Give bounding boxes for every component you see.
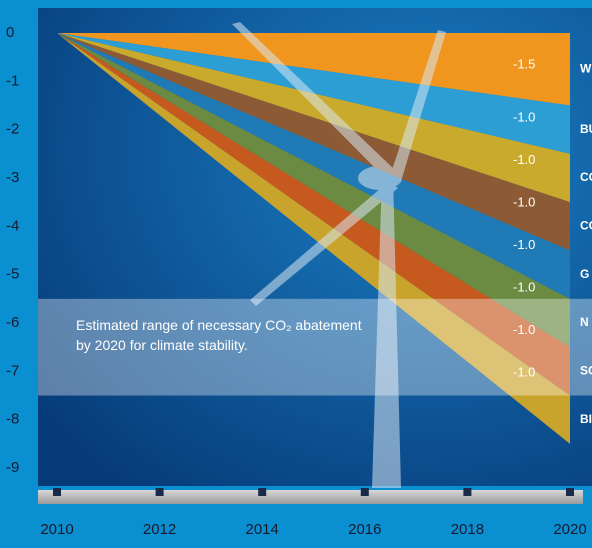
value-label: -1.5 xyxy=(513,56,535,71)
value-label: -1.0 xyxy=(513,195,535,210)
value-label: -1.0 xyxy=(513,152,535,167)
y-tick-label: -6 xyxy=(6,314,19,331)
annotation-band xyxy=(38,298,592,396)
legend-label: BU xyxy=(580,122,592,136)
y-tick-label: -2 xyxy=(6,121,19,138)
wind-turbine xyxy=(232,22,446,488)
x-tick-label: 2018 xyxy=(451,521,484,538)
y-tick-label: 0 xyxy=(6,24,14,41)
x-tick-mark xyxy=(258,488,267,496)
x-tick-label: 2014 xyxy=(246,521,279,538)
y-tick-label: -1 xyxy=(6,72,19,89)
legend-label: CO M xyxy=(580,219,592,233)
y-tick-label: -3 xyxy=(6,169,19,186)
legend-label: BI xyxy=(580,412,592,426)
y-tick-label: -9 xyxy=(6,459,19,476)
value-label: -1.0 xyxy=(513,365,535,380)
legend-label: G xyxy=(580,267,589,281)
x-tick-label: 2020 xyxy=(553,521,586,538)
y-tick-label: -8 xyxy=(6,411,19,428)
labels: 0 -1 -2 -3 -4 -5 -6 -7 -8 -9 2010 2012 2014 2016 2018 2… xyxy=(6,24,592,538)
x-tick-mark xyxy=(566,488,574,496)
legend-label: N xyxy=(580,315,589,329)
y-tick-label: -5 xyxy=(6,266,19,283)
x-tick-mark xyxy=(155,488,164,496)
y-tick-label: -7 xyxy=(6,362,19,379)
value-label: -1.0 xyxy=(513,280,535,295)
x-tick-label: 2010 xyxy=(40,521,73,538)
area-band xyxy=(57,33,570,444)
value-label: -1.0 xyxy=(513,110,535,125)
x-tick-label: 2016 xyxy=(348,521,381,538)
value-label: -1.0 xyxy=(513,237,535,252)
value-label: -1.0 xyxy=(513,322,535,337)
x-tick-label: 2012 xyxy=(143,521,176,538)
y-tick-label: -4 xyxy=(6,217,19,234)
x-tick-mark xyxy=(463,488,472,496)
x-axis-bar xyxy=(38,490,583,504)
legend-label: CO xyxy=(580,170,592,184)
legend-label: W xyxy=(580,61,592,75)
legend-label: SO xyxy=(580,364,592,378)
annotation-text: Estimated range of necessary CO₂ abateme… xyxy=(76,317,362,353)
x-tick-mark xyxy=(360,488,369,496)
x-tick-mark xyxy=(53,488,61,496)
